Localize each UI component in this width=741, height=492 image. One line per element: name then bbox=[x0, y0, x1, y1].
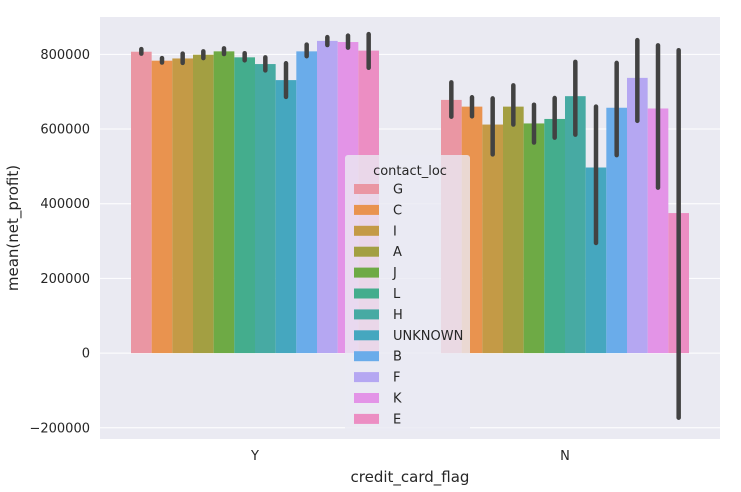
bar-N-F bbox=[627, 77, 648, 354]
bar-Y-G bbox=[131, 51, 152, 354]
bar-Y-UNKNOWN bbox=[275, 80, 297, 354]
bar-N-I bbox=[482, 124, 503, 354]
legend-swatch-G bbox=[354, 184, 379, 194]
bar-N-L bbox=[544, 118, 565, 354]
bar-Y-C bbox=[151, 60, 173, 354]
legend-label: A bbox=[393, 245, 402, 260]
y-tick-labels: −200000 0 200000 400000 600000 800000 bbox=[29, 48, 90, 436]
y-tick-label: 200000 bbox=[40, 272, 90, 287]
error-bars bbox=[139, 31, 681, 420]
legend-title: contact_loc bbox=[373, 164, 447, 179]
legend-label: E bbox=[393, 412, 401, 427]
legend-swatch-F bbox=[354, 372, 379, 383]
legend-swatch-I bbox=[354, 225, 379, 236]
x-axis-label: credit_card_flag bbox=[351, 468, 470, 487]
bar-Y-H bbox=[255, 64, 276, 354]
bar-N-H bbox=[565, 96, 586, 354]
x-tick-label: N bbox=[560, 449, 570, 464]
y-tick-label: −200000 bbox=[29, 421, 90, 436]
legend-swatch-J bbox=[354, 267, 379, 278]
legend-swatch-A bbox=[354, 246, 379, 257]
legend-swatch-K bbox=[354, 393, 379, 403]
legend-label: I bbox=[393, 224, 397, 239]
legend-label: G bbox=[393, 183, 403, 198]
legend-label: C bbox=[393, 203, 402, 218]
bar-Y-B bbox=[296, 51, 317, 354]
legend-label: B bbox=[393, 350, 402, 365]
bar-N-J bbox=[523, 123, 545, 354]
legend-swatch-C bbox=[354, 204, 379, 215]
y-tick-label: 800000 bbox=[40, 48, 90, 63]
legend-swatch-UNKNOWN bbox=[354, 330, 379, 341]
bars bbox=[131, 40, 689, 354]
y-axis-label: mean(net_profit) bbox=[4, 165, 23, 291]
bar-Y-A bbox=[193, 54, 214, 354]
bar-N-B bbox=[606, 107, 627, 354]
legend-label: UNKNOWN bbox=[393, 329, 463, 344]
legend-label: L bbox=[393, 287, 401, 302]
y-tick-label: 0 bbox=[82, 347, 90, 362]
bar-Y-F bbox=[317, 40, 338, 354]
legend-swatch-E bbox=[354, 413, 379, 424]
bar-N-UNKNOWN bbox=[585, 167, 607, 354]
x-tick-label: Y bbox=[250, 449, 259, 464]
legend-label: J bbox=[392, 266, 397, 281]
legend-label: K bbox=[393, 392, 402, 407]
legend-swatch-B bbox=[354, 351, 379, 362]
bar-Y-J bbox=[213, 51, 235, 354]
legend-label: F bbox=[393, 371, 400, 386]
legend-frame bbox=[345, 155, 470, 431]
legend-swatch-H bbox=[354, 309, 379, 320]
y-tick-label: 400000 bbox=[40, 197, 90, 212]
legend-label: H bbox=[393, 308, 403, 323]
bar-Y-I bbox=[172, 58, 193, 354]
bar-Y-L bbox=[234, 57, 255, 354]
bar-N-K bbox=[647, 108, 669, 354]
legend-swatch-L bbox=[354, 288, 379, 299]
bar-N-A bbox=[503, 106, 524, 354]
y-tick-label: 600000 bbox=[40, 123, 90, 138]
